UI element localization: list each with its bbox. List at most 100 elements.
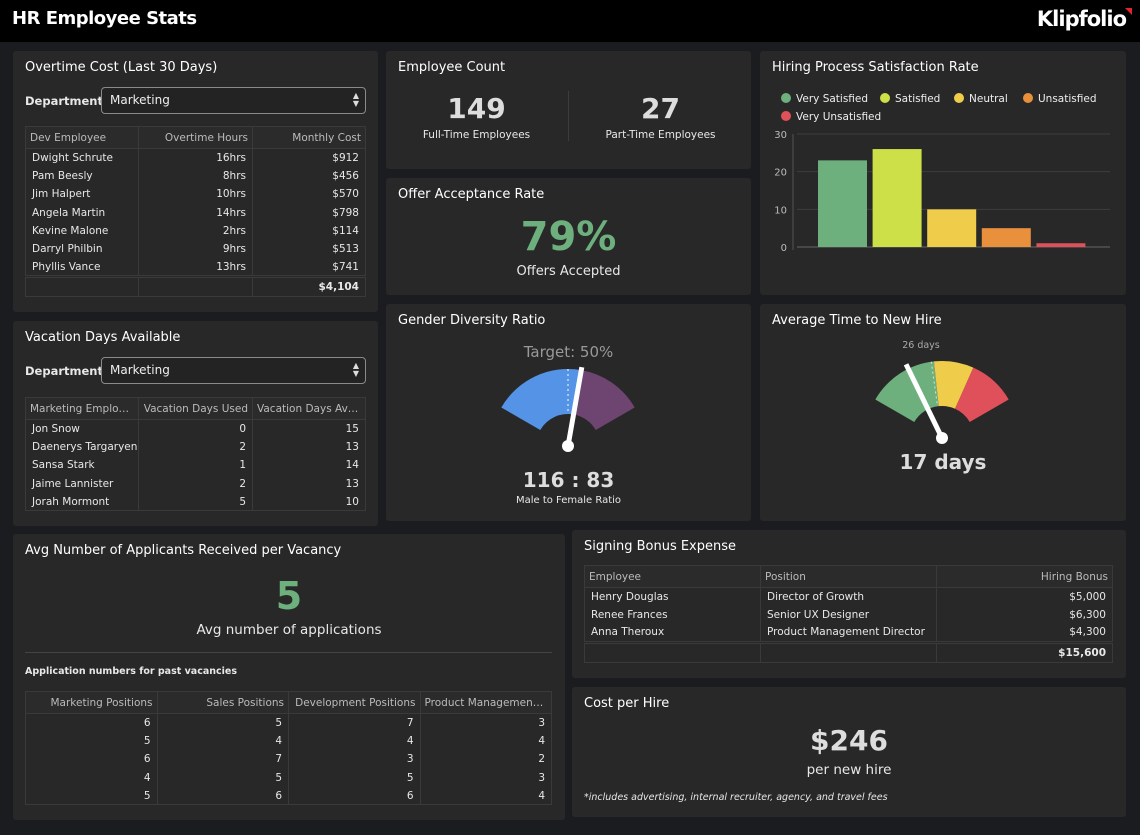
table-cell: 6 bbox=[25, 750, 158, 769]
column-header[interactable]: Overtime Hours bbox=[138, 126, 253, 149]
table-row: Phyllis Vance 13hrs $741 bbox=[25, 258, 366, 277]
gauge-needle bbox=[903, 363, 945, 440]
legend-label: Very Unsatisfied bbox=[796, 111, 881, 123]
column-header[interactable]: Marketing Employee bbox=[25, 397, 139, 420]
table-cell: Director of Growth bbox=[760, 587, 937, 606]
offer-acceptance-card: Offer Acceptance Rate 79% Offers Accepte… bbox=[386, 178, 751, 295]
table-title: Application numbers for past vacancies bbox=[25, 666, 237, 677]
ratio-value: 116 : 83 bbox=[522, 468, 615, 492]
table-cell: 3 bbox=[419, 768, 552, 787]
overtime-table: Dev Employee Overtime Hours Monthly Cost D… bbox=[25, 126, 366, 298]
table-cell: 4 bbox=[419, 786, 552, 806]
table-cell: Anna Theroux bbox=[584, 624, 761, 643]
department-select[interactable]: Marketing ▲ ▼ bbox=[101, 357, 366, 384]
department-select[interactable]: Marketing ▲ ▼ bbox=[101, 87, 366, 114]
avg-applicants-value: 5 bbox=[275, 574, 303, 618]
column-header[interactable]: Development Positions bbox=[288, 691, 421, 714]
table-cell: 2 bbox=[138, 474, 253, 493]
part-time-label: Part-Time Employees bbox=[605, 129, 716, 141]
table-cell: Sansa Stark bbox=[25, 456, 139, 475]
table-cell: 14hrs bbox=[138, 203, 253, 222]
total-value: $15,600 bbox=[936, 640, 1113, 663]
table-cell: 0 bbox=[138, 419, 253, 438]
column-header[interactable]: Marketing Positions bbox=[25, 691, 158, 714]
divider bbox=[25, 652, 552, 653]
satisfaction-bar-chart: Very Satisfied Satisfied Neutral Unsatisfie… bbox=[774, 93, 1110, 254]
table-cell: 13 bbox=[252, 474, 366, 493]
table-cell: 4 bbox=[419, 731, 552, 751]
male-segment bbox=[501, 369, 582, 430]
table-cell: Jon Snow bbox=[25, 419, 139, 438]
column-header[interactable]: Hiring Bonus bbox=[936, 565, 1113, 588]
table-cell: $456 bbox=[252, 166, 366, 186]
vacation-table: Marketing Employee Vacation Days Used Vaca… bbox=[25, 397, 366, 512]
y-tick-label: 0 bbox=[781, 243, 787, 254]
table-cell: 4 bbox=[156, 731, 289, 751]
table-row: Jim Halpert 10hrs $570 bbox=[25, 185, 366, 204]
target-label: 26 days bbox=[902, 340, 940, 351]
table-cell: 10hrs bbox=[138, 185, 253, 204]
part-time-count: 27 bbox=[641, 92, 680, 125]
table-cell: Pam Beesly bbox=[25, 166, 139, 186]
card-title: Avg Number of Applicants Received per Va… bbox=[25, 543, 342, 558]
table-cell: Daenerys Targaryen bbox=[25, 437, 139, 457]
divider bbox=[568, 91, 569, 141]
signing-bonus-card: Signing Bonus Expense Employee Position Hi… bbox=[572, 530, 1126, 678]
y-tick-label: 20 bbox=[774, 168, 787, 179]
legend-label: Neutral bbox=[969, 93, 1008, 105]
table-cell: 13 bbox=[252, 437, 366, 457]
signing-bonus-table: Employee Position Hiring Bonus Henry Dougl… bbox=[584, 565, 1113, 663]
table-cell: 13hrs bbox=[138, 258, 253, 277]
column-header[interactable]: Vacation Days Used bbox=[138, 397, 253, 420]
table-cell: 5 bbox=[156, 713, 289, 732]
table-row: Jaime Lannister 2 13 bbox=[25, 474, 366, 493]
hiring-satisfaction-card: Hiring Process Satisfaction Rate Very Sa… bbox=[760, 51, 1126, 295]
full-time-count: 149 bbox=[447, 92, 506, 125]
column-header[interactable]: Dev Employee bbox=[25, 126, 139, 149]
table-cell: Henry Douglas bbox=[584, 587, 761, 606]
table-cell: $741 bbox=[252, 258, 366, 277]
table-cell: 15 bbox=[252, 419, 366, 438]
cost-per-hire-card: Cost per Hire $246 per new hire *include… bbox=[572, 687, 1126, 817]
table-cell: 5 bbox=[156, 768, 289, 787]
table-cell: 5 bbox=[138, 492, 253, 512]
department-label: Department: bbox=[25, 364, 108, 378]
table-cell: 2hrs bbox=[138, 221, 253, 240]
table-cell: Senior UX Designer bbox=[760, 605, 937, 625]
card-title: Offer Acceptance Rate bbox=[398, 187, 545, 202]
table-cell: Product Management Director bbox=[760, 624, 937, 643]
column-header[interactable]: Vacation Days Availa... bbox=[252, 397, 366, 420]
column-header[interactable]: Monthly Cost bbox=[252, 126, 366, 149]
table-cell: 10 bbox=[252, 492, 366, 512]
table-row: Jorah Mormont 5 10 bbox=[25, 492, 366, 512]
total-row: $4,104 bbox=[25, 275, 366, 298]
total-value: $4,104 bbox=[252, 275, 366, 298]
header: HR Employee Stats Klipfolio bbox=[0, 0, 1140, 42]
column-header[interactable]: Sales Positions bbox=[156, 691, 289, 714]
legend-label: Unsatisfied bbox=[1038, 93, 1097, 105]
applicants-card: Avg Number of Applicants Received per Va… bbox=[13, 534, 565, 820]
table-cell: $6,300 bbox=[936, 605, 1113, 625]
legend-label: Very Satisfied bbox=[796, 93, 868, 105]
table-cell: 2 bbox=[138, 437, 253, 457]
legend-marker bbox=[880, 93, 890, 103]
table-cell: 16hrs bbox=[138, 148, 253, 167]
klipfolio-logo[interactable]: Klipfolio bbox=[1037, 7, 1132, 31]
department-label: Department: bbox=[25, 94, 108, 108]
applications-table: Marketing Positions Sales Positions Develo… bbox=[25, 691, 552, 806]
offer-rate-value: 79% bbox=[520, 214, 617, 260]
column-header[interactable]: Product Management Po... bbox=[419, 691, 552, 714]
y-tick-label: 10 bbox=[774, 205, 787, 216]
table-cell: 8hrs bbox=[138, 166, 253, 186]
legend-marker bbox=[1023, 93, 1033, 103]
table-cell: $570 bbox=[252, 185, 366, 204]
column-header[interactable]: Position bbox=[760, 565, 937, 588]
select-arrows-icon: ▲ ▼ bbox=[352, 361, 359, 378]
avg-applicants-label: Avg number of applications bbox=[196, 622, 382, 638]
column-header[interactable]: Employee bbox=[584, 565, 761, 588]
table-cell: $5,000 bbox=[936, 587, 1113, 606]
gender-gauge bbox=[501, 366, 635, 452]
